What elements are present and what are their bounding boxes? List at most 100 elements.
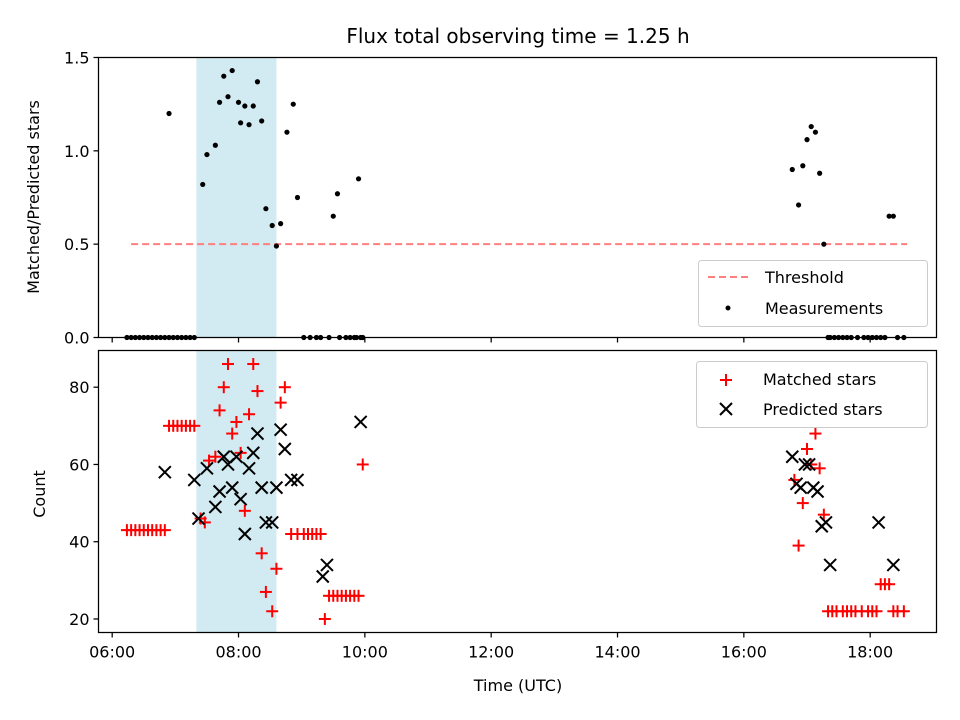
predicted-star-point [353, 415, 368, 429]
matched-star-point [247, 358, 260, 371]
measurement-point [355, 176, 362, 182]
matched-star-point [792, 539, 805, 552]
predicted-star-point [208, 500, 223, 514]
legend-measurements-label: Measurements [765, 299, 883, 318]
matched-star-point [809, 427, 822, 440]
predicted-star-stroke-b [785, 450, 799, 464]
predicted-star-point [217, 450, 231, 464]
predicted-star-point [250, 426, 265, 441]
predicted-star-point [819, 515, 833, 530]
predicted-star-point [290, 473, 305, 487]
predicted-star-stroke-b [823, 558, 837, 572]
measurement-point [216, 99, 223, 105]
predicted-star-stroke-b [793, 480, 808, 495]
matched-star-point [796, 497, 809, 510]
predicted-star-stroke-b [229, 450, 244, 464]
measurement-point [238, 120, 244, 126]
predicted-star-stroke-b [212, 484, 227, 499]
predicted-star-stroke-b [819, 515, 833, 530]
matched-star-point [270, 562, 283, 575]
bottom-x-tick-label: 14:00 [594, 643, 640, 662]
predicted-star-stroke-b [208, 500, 223, 514]
matched-star-point [352, 589, 365, 602]
predicted-star-stroke-b [158, 465, 172, 479]
matched-star-point [255, 547, 268, 560]
predicted-star-stroke-b [273, 422, 288, 437]
measurement-point [242, 103, 248, 109]
matched-star-point [238, 504, 251, 517]
predicted-star-point [871, 515, 886, 530]
matched-star-point [314, 527, 327, 540]
predicted-star-stroke-b [320, 558, 334, 572]
bottom-panel: 20 40 60 80 06:00 08:00 10:00 12:00 14:00 16:00 1… [30, 349, 938, 695]
top-axes-frame [97, 56, 938, 339]
predicted-star-stroke-b [246, 446, 260, 460]
measurement-point [273, 243, 280, 249]
matched-star-point [805, 458, 818, 471]
predicted-star-stroke-b [233, 492, 248, 506]
top-observing-window-span [196, 57, 277, 338]
top-y-tick-label: 0.0 [64, 329, 89, 348]
predicted-star-point [212, 484, 227, 499]
measurement-point [204, 151, 210, 158]
measurement-point [229, 67, 235, 74]
bottom-y-tick-label: 20 [69, 610, 89, 629]
matched-star-point [251, 385, 264, 398]
predicted-star-stroke-b [225, 480, 239, 495]
measurement-point [254, 79, 261, 85]
predicted-star-point [265, 515, 279, 530]
measurement-point [259, 118, 265, 124]
matched-star-point [213, 404, 226, 417]
measurement-point [795, 202, 802, 208]
predicted-star-point [316, 569, 330, 584]
measurement-point [817, 170, 823, 176]
predicted-star-stroke-b [810, 484, 825, 499]
matched-star-point [217, 381, 230, 394]
measurement-point [284, 129, 290, 135]
matched-star-point [226, 427, 239, 440]
matched-star-point [198, 516, 211, 529]
measurement-point [890, 213, 896, 219]
predicted-star-point [238, 527, 252, 541]
measurement-point [821, 241, 827, 247]
matched-star-point [158, 524, 171, 537]
measurement-point [250, 103, 256, 109]
predicted-star-stroke-b [187, 473, 202, 487]
matched-star-point [188, 419, 201, 432]
matched-star-point [203, 454, 216, 467]
predicted-star-point [273, 422, 288, 437]
predicted-star-point [158, 465, 172, 479]
measurement-point [330, 213, 336, 219]
matched-star-point [266, 605, 279, 618]
x-axis-label: Time (UTC) [473, 676, 562, 695]
predicted-star-point [246, 446, 260, 460]
predicted-star-stroke-b [238, 527, 252, 541]
predicted-star-point [802, 457, 816, 472]
predicted-star-stroke-b [269, 480, 284, 495]
bottom-y-axis-label: Count [30, 470, 49, 518]
bottom-y-tick-label: 80 [69, 378, 89, 397]
measurement-point [166, 110, 172, 117]
measurement-point [290, 101, 296, 107]
legend-predicted-label: Predicted stars [763, 400, 883, 419]
bottom-legend-box [696, 361, 928, 428]
bottom-y-tick-label: 40 [69, 533, 89, 552]
predicted-star-stroke-b [217, 450, 231, 464]
matched-star-point [318, 612, 331, 625]
matched-star-point [230, 415, 243, 428]
predicted-star-point [269, 480, 284, 495]
predicted-star-stroke-b [798, 457, 812, 472]
measurement-point [812, 129, 819, 135]
matched-star-point [221, 358, 234, 371]
predicted-star-stroke-b [278, 442, 292, 456]
predicted-star-stroke-b [250, 426, 265, 441]
predicted-star-stroke-b [290, 473, 305, 487]
top-y-tick-label: 1.5 [64, 49, 89, 68]
matched-star-point [278, 381, 291, 394]
top-legend: Threshold Measurements [698, 260, 928, 327]
measurement-point [294, 194, 301, 201]
legend-measurements-swatch [725, 305, 731, 311]
bottom-axes-frame [97, 349, 938, 634]
measurement-point [886, 213, 892, 219]
predicted-star-stroke-b [191, 511, 206, 526]
